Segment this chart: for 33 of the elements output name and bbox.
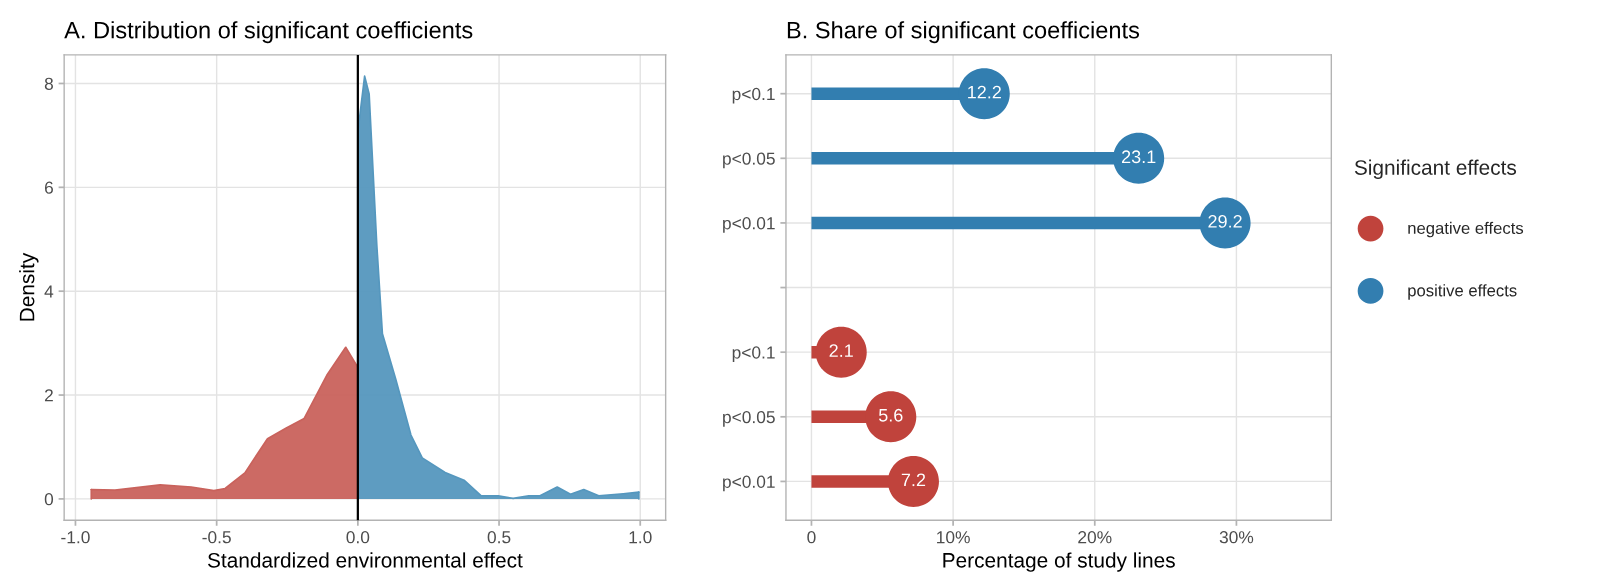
legend-title: Significant effects [1354, 159, 1517, 180]
y-axis-title: Density [19, 252, 39, 321]
x-tick-label: 0.5 [487, 531, 511, 544]
y-tick-label: p<0.05 [723, 410, 775, 427]
legend-label: negative effects [1408, 221, 1524, 238]
x-tick-label: 1.0 [629, 531, 652, 544]
x-tick-label: 30% [1219, 531, 1254, 544]
x-tick-label: 0 [807, 531, 816, 544]
data-label: 7.2 [901, 473, 926, 487]
y-tick-label: 4 [44, 285, 54, 298]
y-tick-label: 8 [44, 77, 53, 90]
y-tick-label: 0 [44, 493, 54, 506]
x-axis-title: Standardized environmental effect [207, 552, 523, 568]
data-label: 29.2 [1208, 214, 1242, 228]
data-label: 12.2 [968, 85, 1001, 99]
y-tick-label: 2 [44, 389, 53, 402]
data-label: 23.1 [1122, 150, 1156, 164]
x-tick-label: 0.0 [346, 531, 370, 544]
y-tick-label: p<0.01 [723, 217, 775, 233]
chart-title: A. Distribution of significant coefficients [64, 21, 473, 44]
x-tick-label: 10% [937, 531, 970, 544]
x-axis-title: Percentage of study lines [943, 552, 1175, 572]
x-tick-label: 20% [1078, 531, 1112, 544]
chart-title: B. Share of significant coefficients [787, 21, 1140, 44]
legend-label: positive effects [1408, 284, 1517, 300]
y-tick-label: p<0.01 [723, 475, 775, 492]
data-label: 5.6 [878, 408, 903, 422]
y-tick-label: p<0.05 [723, 152, 775, 169]
y-tick-label: p<0.1 [732, 87, 775, 104]
x-tick-label: -0.5 [202, 531, 231, 544]
y-tick-label: 6 [44, 181, 53, 194]
x-tick-label: -1.0 [61, 531, 90, 544]
y-tick-label: p<0.1 [732, 346, 775, 363]
